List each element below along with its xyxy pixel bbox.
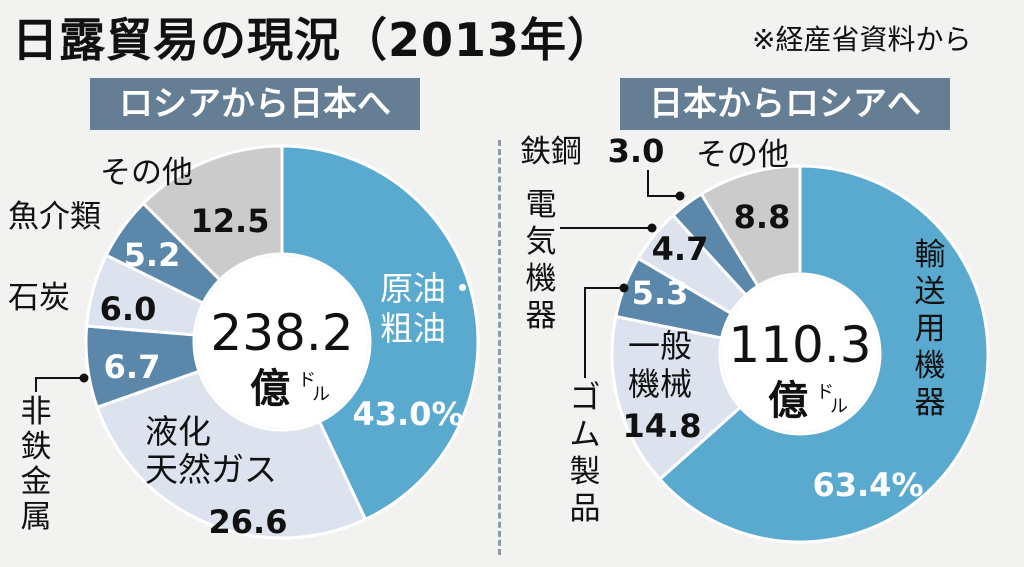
slice-value-3: 6.0: [100, 290, 157, 328]
leader-r2-dot: [619, 283, 629, 293]
slice-label-1: 液化天然ガス: [145, 412, 277, 489]
leader-2: [35, 377, 84, 392]
svg-text:機: 機: [915, 348, 946, 384]
slice-label-r1: 一般機械: [628, 327, 692, 403]
slice-label-5: その他: [100, 155, 193, 191]
svg-text:輸: 輸: [915, 237, 946, 273]
source-note: ※経産省資料から: [752, 23, 972, 56]
right-panel-title: 日本からロシアへ: [620, 78, 950, 130]
donut1-slice-1: [610, 314, 743, 482]
donut0-unit: 億: [250, 366, 290, 412]
leader-2-dot: [79, 373, 89, 383]
donut1-unit: 億: [768, 378, 808, 424]
slice-value-r4: 3.0: [608, 132, 665, 170]
donut0-unit-sup: ドル: [298, 370, 330, 405]
chart-title: 日露貿易の現況（2013年）: [12, 13, 615, 67]
svg-text:ゴ: ゴ: [570, 380, 601, 416]
donut1-slice-0: [657, 164, 990, 544]
donut0-slice-5: [141, 144, 284, 282]
svg-text:金: 金: [21, 464, 52, 500]
svg-text:製: 製: [570, 454, 601, 490]
svg-text:品: 品: [570, 491, 601, 527]
svg-text:気: 気: [526, 224, 557, 260]
donut1-total: 110.3: [728, 316, 871, 374]
slice-value-5: 12.5: [191, 202, 270, 240]
svg-text:ム: ム: [570, 417, 601, 453]
slice-label-0: 原油・粗油: [380, 269, 479, 348]
slice-label-4: 魚介類: [8, 199, 101, 235]
slice-value-4: 5.2: [124, 236, 181, 274]
leader-r3-dot: [647, 223, 657, 233]
slice-value-2: 6.7: [104, 348, 161, 386]
donut0-center: [196, 256, 368, 428]
leader-r4-dot: [675, 191, 685, 201]
slice-value-r0: 63.4%: [812, 466, 923, 504]
svg-text:電: 電: [526, 187, 557, 223]
slice-value-0: 43.0%: [352, 395, 463, 433]
slice-value-r3: 4.7: [652, 230, 709, 268]
svg-text:器: 器: [915, 385, 946, 421]
slice-value-r2: 5.3: [632, 274, 689, 312]
slice-value-1: 26.6: [209, 503, 288, 541]
svg-text:機: 機: [526, 261, 557, 297]
panel-divider: [498, 140, 501, 555]
slice-value-r1: 14.8: [623, 407, 702, 445]
donut1-slice-5: [699, 164, 802, 288]
svg-text:鉄: 鉄: [21, 429, 52, 465]
donut1-unit-sup: ドル: [816, 382, 848, 417]
svg-text:器: 器: [526, 298, 557, 334]
slice-label-r4: 鉄鋼: [520, 134, 582, 170]
donut0-slice-0: [280, 144, 480, 522]
donut1-center: [722, 276, 878, 432]
donut0-total: 238.2: [210, 304, 353, 362]
donut0-slice-1: [95, 369, 368, 540]
svg-text:送: 送: [915, 274, 946, 310]
leader-r4: [647, 170, 680, 197]
svg-text:用: 用: [915, 311, 946, 347]
svg-text:非: 非: [21, 394, 52, 430]
slice-label-r5: その他: [696, 137, 789, 173]
left-panel-title: ロシアから日本へ: [90, 78, 420, 130]
leader-r2: [584, 287, 624, 378]
slice-label-3: 石炭: [8, 280, 70, 316]
slice-value-r5: 8.8: [734, 198, 791, 236]
svg-text:属: 属: [21, 499, 52, 535]
